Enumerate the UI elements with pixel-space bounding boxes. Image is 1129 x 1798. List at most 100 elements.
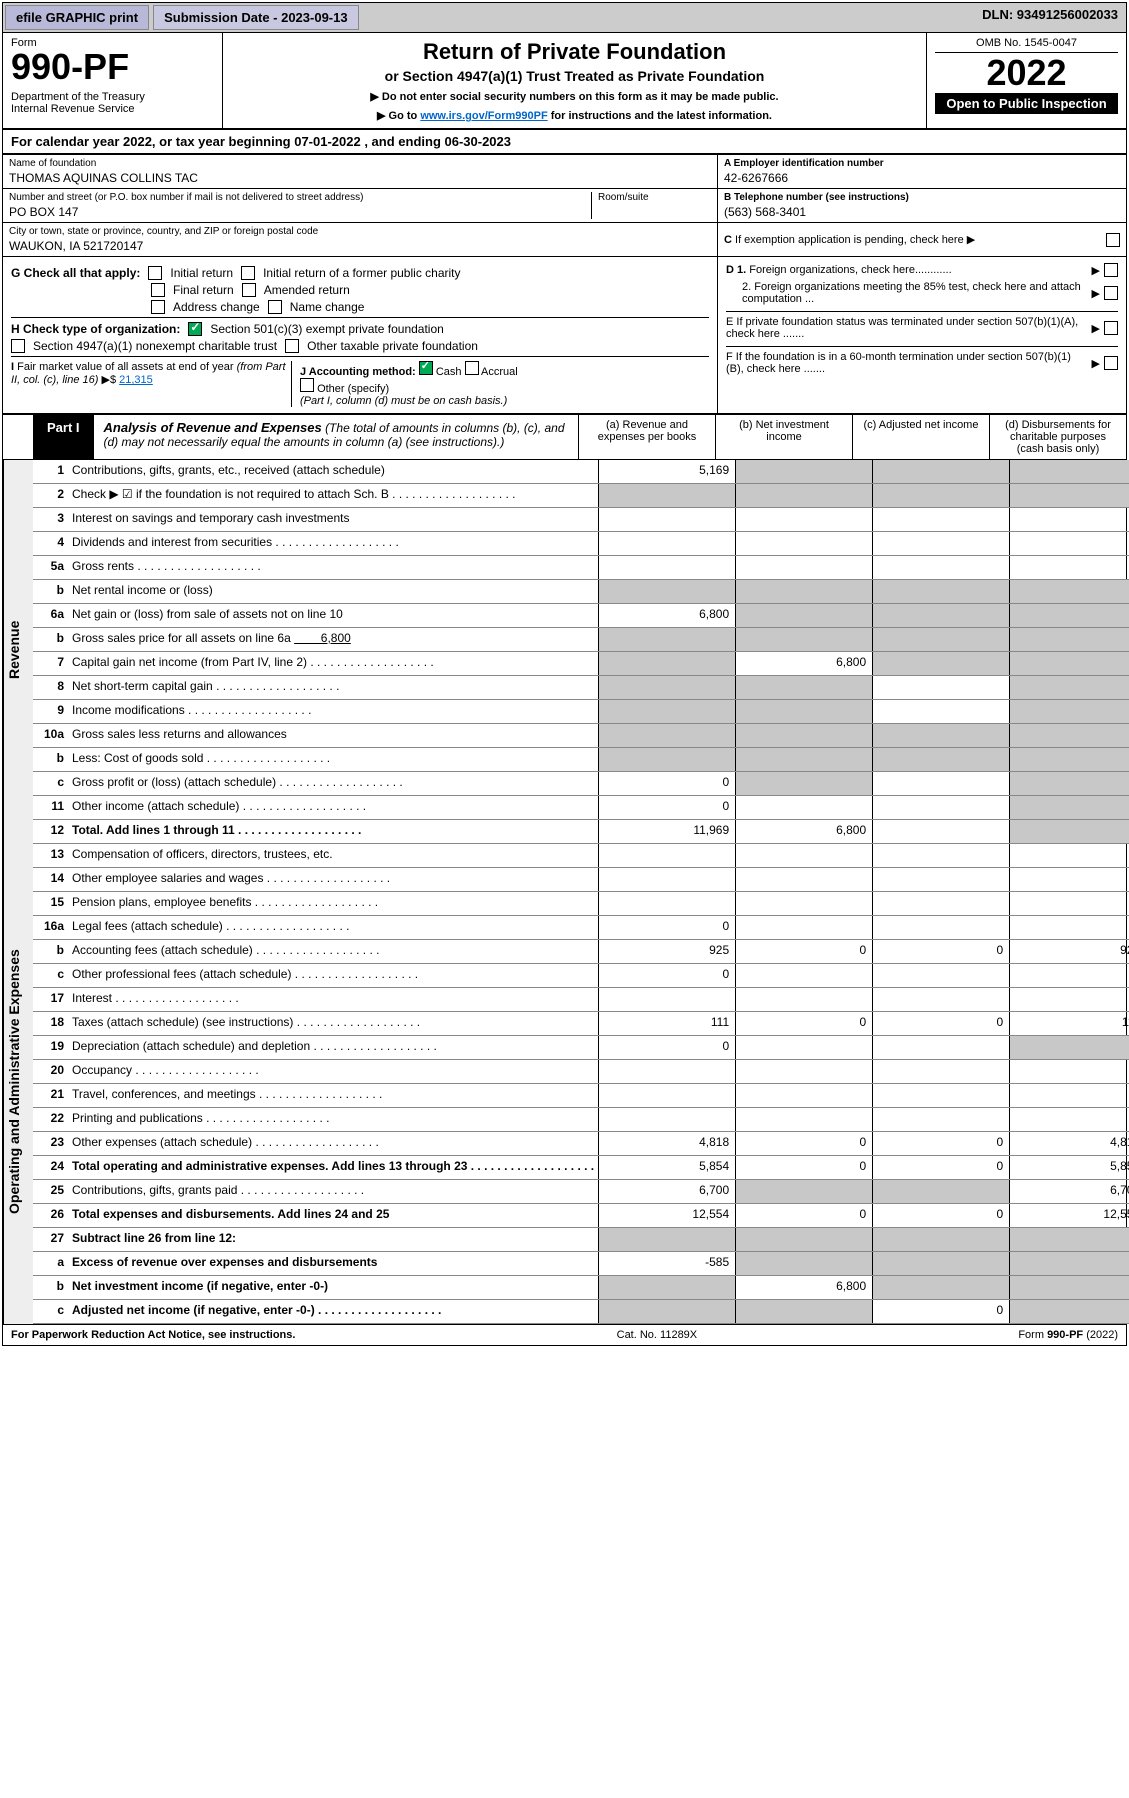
amended-checkbox[interactable]	[242, 283, 256, 297]
final-return-checkbox[interactable]	[151, 283, 165, 297]
cash-checkbox[interactable]	[419, 361, 433, 375]
cell	[598, 868, 735, 891]
tax-year: 2022	[935, 53, 1118, 93]
row-number: b	[33, 748, 68, 771]
cell	[872, 484, 1009, 507]
cell	[735, 1180, 872, 1203]
cell	[872, 1276, 1009, 1299]
cell	[872, 964, 1009, 987]
cell	[735, 700, 872, 723]
d1-checkbox[interactable]	[1104, 263, 1118, 277]
row-number: 14	[33, 868, 68, 891]
cell	[735, 748, 872, 771]
cell: 6,700	[1009, 1180, 1129, 1203]
table-row: 18Taxes (attach schedule) (see instructi…	[33, 1012, 1129, 1036]
addr-value: PO BOX 147	[9, 203, 591, 219]
cell	[735, 988, 872, 1011]
cell	[598, 1300, 735, 1323]
h-label: H Check type of organization:	[11, 322, 180, 336]
cell: 6,800	[598, 604, 735, 627]
cell	[1009, 460, 1129, 483]
row-desc: Contributions, gifts, grants, etc., rece…	[68, 460, 598, 483]
row-desc: Depreciation (attach schedule) and deple…	[68, 1036, 598, 1059]
f-checkbox[interactable]	[1104, 356, 1118, 370]
cell	[598, 556, 735, 579]
initial-former-checkbox[interactable]	[241, 266, 255, 280]
form-link[interactable]: www.irs.gov/Form990PF	[420, 110, 547, 122]
sec501-checkbox[interactable]	[188, 322, 202, 336]
c-checkbox[interactable]	[1106, 233, 1120, 247]
cell	[735, 580, 872, 603]
addr-change-checkbox[interactable]	[151, 300, 165, 314]
cell: 0	[598, 964, 735, 987]
name-label: Name of foundation	[9, 158, 711, 169]
cell	[735, 916, 872, 939]
row-desc: Contributions, gifts, grants paid	[68, 1180, 598, 1203]
footer: For Paperwork Reduction Act Notice, see …	[3, 1324, 1126, 1345]
table-row: 7Capital gain net income (from Part IV, …	[33, 652, 1129, 676]
cell	[872, 604, 1009, 627]
table-row: 15Pension plans, employee benefits	[33, 892, 1129, 916]
cell: 0	[735, 940, 872, 963]
cell	[872, 724, 1009, 747]
e-checkbox[interactable]	[1104, 321, 1118, 335]
cell	[872, 580, 1009, 603]
col-d-header: (d) Disbursements for charitable purpose…	[989, 415, 1126, 459]
row-desc: Capital gain net income (from Part IV, l…	[68, 652, 598, 675]
cell	[1009, 748, 1129, 771]
row-number: a	[33, 1252, 68, 1275]
initial-former-label: Initial return of a former public charit…	[263, 266, 460, 280]
d2-label: 2. Foreign organizations meeting the 85%…	[726, 281, 1088, 305]
table-row: aExcess of revenue over expenses and dis…	[33, 1252, 1129, 1276]
row-desc: Gross sales price for all assets on line…	[68, 628, 598, 651]
table-row: cAdjusted net income (if negative, enter…	[33, 1300, 1129, 1324]
row-number: 22	[33, 1108, 68, 1131]
cell: 111	[598, 1012, 735, 1035]
omb-label: OMB No. 1545-0047	[935, 37, 1118, 53]
cell: 12,554	[1009, 1204, 1129, 1227]
room-label: Room/suite	[598, 192, 711, 203]
cell: 0	[735, 1012, 872, 1035]
row-number: 2	[33, 484, 68, 507]
row-number: 8	[33, 676, 68, 699]
row-desc: Other professional fees (attach schedule…	[68, 964, 598, 987]
submission-date-button[interactable]: Submission Date - 2023-09-13	[153, 5, 359, 30]
name-change-checkbox[interactable]	[268, 300, 282, 314]
cell: 111	[1009, 1012, 1129, 1035]
other-spec-checkbox[interactable]	[300, 378, 314, 392]
row-number: 21	[33, 1084, 68, 1107]
cell	[598, 892, 735, 915]
row-number: 1	[33, 460, 68, 483]
cell: 0	[872, 1156, 1009, 1179]
cell	[872, 652, 1009, 675]
g-label: G Check all that apply:	[11, 266, 140, 280]
subtitle: or Section 4947(a)(1) Trust Treated as P…	[233, 68, 916, 84]
row-number: 10a	[33, 724, 68, 747]
table-row: 2Check ▶ ☑ if the foundation is not requ…	[33, 484, 1129, 508]
efile-button[interactable]: efile GRAPHIC print	[5, 5, 149, 30]
table-body: 1Contributions, gifts, grants, etc., rec…	[33, 460, 1129, 1324]
row-number: c	[33, 964, 68, 987]
initial-return-checkbox[interactable]	[148, 266, 162, 280]
d2-checkbox[interactable]	[1104, 286, 1118, 300]
table-row: 24Total operating and administrative exp…	[33, 1156, 1129, 1180]
cell: 4,818	[598, 1132, 735, 1155]
table-row: 14Other employee salaries and wages	[33, 868, 1129, 892]
cell: 6,800	[735, 652, 872, 675]
cell: 11,969	[598, 820, 735, 843]
other-tax-checkbox[interactable]	[285, 339, 299, 353]
row-number: 16a	[33, 916, 68, 939]
row-desc: Compensation of officers, directors, tru…	[68, 844, 598, 867]
e-label: E If private foundation status was termi…	[726, 316, 1088, 340]
table-row: cGross profit or (loss) (attach schedule…	[33, 772, 1129, 796]
sec4947-checkbox[interactable]	[11, 339, 25, 353]
row-number: 24	[33, 1156, 68, 1179]
cell	[735, 796, 872, 819]
sec501-label: Section 501(c)(3) exempt private foundat…	[210, 322, 443, 336]
cell	[1009, 892, 1129, 915]
cell: -585	[598, 1252, 735, 1275]
cell: 6,800	[735, 1276, 872, 1299]
accrual-checkbox[interactable]	[465, 361, 479, 375]
cell	[735, 676, 872, 699]
cell	[872, 700, 1009, 723]
